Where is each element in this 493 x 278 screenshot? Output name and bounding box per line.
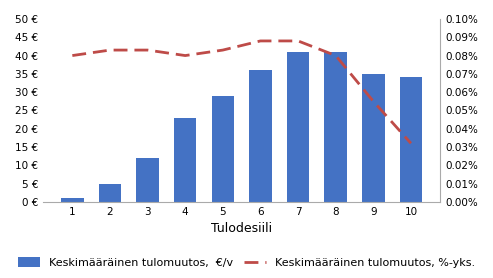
Bar xyxy=(362,74,385,202)
Bar xyxy=(324,52,347,202)
X-axis label: Tulodesiili: Tulodesiili xyxy=(211,222,272,235)
Legend: Keskimääräinen tulomuutos,  €/v, Keskimääräinen tulomuutos, %-yks.: Keskimääräinen tulomuutos, €/v, Keskimää… xyxy=(13,253,480,272)
Bar xyxy=(174,118,197,202)
Bar xyxy=(211,96,234,202)
Bar xyxy=(61,198,84,202)
Bar xyxy=(136,158,159,202)
Bar xyxy=(287,52,309,202)
Bar xyxy=(249,70,272,202)
Bar xyxy=(99,183,121,202)
Bar xyxy=(400,78,422,202)
